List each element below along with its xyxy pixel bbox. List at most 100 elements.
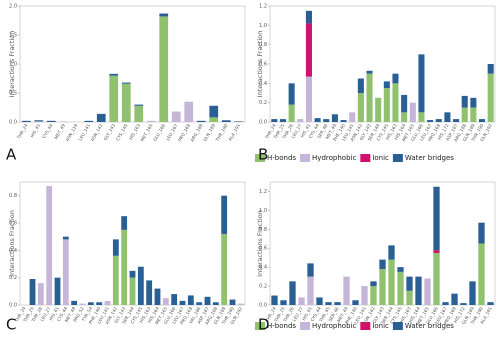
bar-segment	[37, 283, 44, 305]
bar-segment	[96, 113, 106, 122]
x-tick-label: LEU_141	[77, 123, 92, 142]
legend-label: Hydrophobic	[312, 322, 356, 330]
bar-segment	[379, 269, 386, 305]
bar-segment	[46, 186, 53, 305]
bar-segment	[129, 277, 136, 305]
bar-segment	[370, 281, 377, 287]
bar-segment	[444, 112, 451, 122]
bar-segment	[352, 300, 359, 305]
bar-segment	[289, 281, 296, 305]
bar-segment	[357, 93, 364, 122]
bar-segment	[137, 266, 144, 305]
bar-segment	[349, 112, 356, 122]
bar-segment	[209, 105, 219, 118]
bar-segment	[366, 73, 373, 122]
bar-segment	[392, 73, 399, 84]
y-tick-label: 2.0	[9, 4, 17, 10]
bar-segment	[134, 104, 144, 106]
bar-segment	[461, 95, 468, 108]
bar-segment	[478, 119, 486, 122]
bar-segment	[478, 243, 485, 305]
bar-segment	[112, 239, 119, 256]
bar-segment	[427, 120, 434, 122]
bar-segment	[487, 73, 494, 122]
bar-segment	[146, 120, 156, 122]
x-tick-label: LEU_167	[165, 123, 180, 142]
bar-segment	[307, 263, 314, 277]
y-tick-label: 0.6	[9, 221, 17, 227]
legend-swatch	[360, 154, 371, 162]
bar-segment	[343, 276, 350, 305]
bar-segment	[383, 88, 390, 122]
bar-segment	[424, 278, 431, 305]
bar-segment	[383, 81, 390, 89]
bar-segment	[470, 107, 477, 122]
legend-swatch	[392, 154, 403, 162]
bar-segment	[154, 288, 161, 305]
bar-segment	[406, 290, 413, 305]
y-axis-label: Interactions Fraction	[8, 31, 16, 98]
bar-segment	[298, 297, 305, 305]
x-tick-label: CYS_145	[115, 123, 130, 142]
bar-segment	[159, 13, 169, 17]
y-tick-label: 1.0	[259, 23, 267, 29]
bar-segment	[129, 270, 136, 278]
y-tick-label: 0.0	[259, 120, 267, 126]
panel-label: C	[6, 316, 16, 334]
bar-segment	[121, 216, 128, 230]
legend-swatch	[255, 322, 265, 330]
bar-segment	[334, 302, 341, 305]
y-tick-label: 0.2	[259, 100, 267, 106]
panel-label: D	[258, 316, 270, 334]
bar-segment	[159, 16, 169, 122]
bar-segment	[134, 105, 144, 122]
bar-segment	[237, 303, 244, 305]
bar-segment	[305, 76, 312, 122]
x-tick-label: CYS_44	[41, 123, 54, 140]
bar-segment	[323, 119, 330, 122]
bar-segment	[209, 117, 219, 122]
bar-segment	[46, 120, 56, 122]
y-tick-label: 0.0	[259, 303, 267, 309]
y-tick-label: 0.4	[9, 248, 17, 254]
bar-segment	[453, 119, 460, 122]
y-axis-label: Interactions Fraction	[256, 210, 264, 277]
legend-swatch	[300, 322, 311, 330]
bar-segment	[21, 120, 31, 122]
bar-segment	[366, 70, 373, 74]
bar-segment	[79, 303, 86, 305]
bar-segment	[415, 276, 422, 305]
bar-segment	[109, 73, 119, 76]
bar-segment	[297, 119, 304, 122]
bar-segment	[469, 281, 476, 305]
y-tick-label: 1.0	[9, 62, 17, 68]
bar-segment	[280, 300, 287, 305]
y-tick-label: 1.5	[9, 33, 17, 39]
y-tick-label: 0.6	[259, 62, 267, 68]
bar-segment	[171, 111, 181, 122]
bar-segment	[406, 276, 413, 291]
x-tick-label: ASN_142	[90, 123, 105, 143]
bar-segment	[361, 286, 368, 305]
bar-segment	[370, 286, 377, 305]
y-tick-label: 0.2	[259, 284, 267, 290]
bar-segment	[461, 107, 468, 122]
bar-segment	[433, 252, 440, 305]
bar-segment	[388, 245, 395, 260]
x-tick-label: HIS_41	[29, 123, 42, 139]
bar-segment	[34, 120, 44, 122]
bar-segment	[314, 118, 321, 122]
bar-segment	[179, 300, 186, 305]
bar-segment	[221, 195, 228, 234]
y-tick-label: 1.2	[259, 4, 267, 10]
x-tick-label: GLY_143	[103, 123, 117, 142]
legend-swatch	[360, 322, 371, 330]
bar-segment	[288, 104, 295, 122]
bar-segment	[442, 302, 449, 305]
bar-segment	[71, 300, 78, 305]
bar-segment	[121, 82, 131, 84]
legend-label: Hydrophobic	[312, 154, 356, 162]
bar-segment	[87, 302, 94, 305]
y-tick-label: 0.8	[259, 227, 267, 233]
bar-segment	[487, 64, 494, 74]
